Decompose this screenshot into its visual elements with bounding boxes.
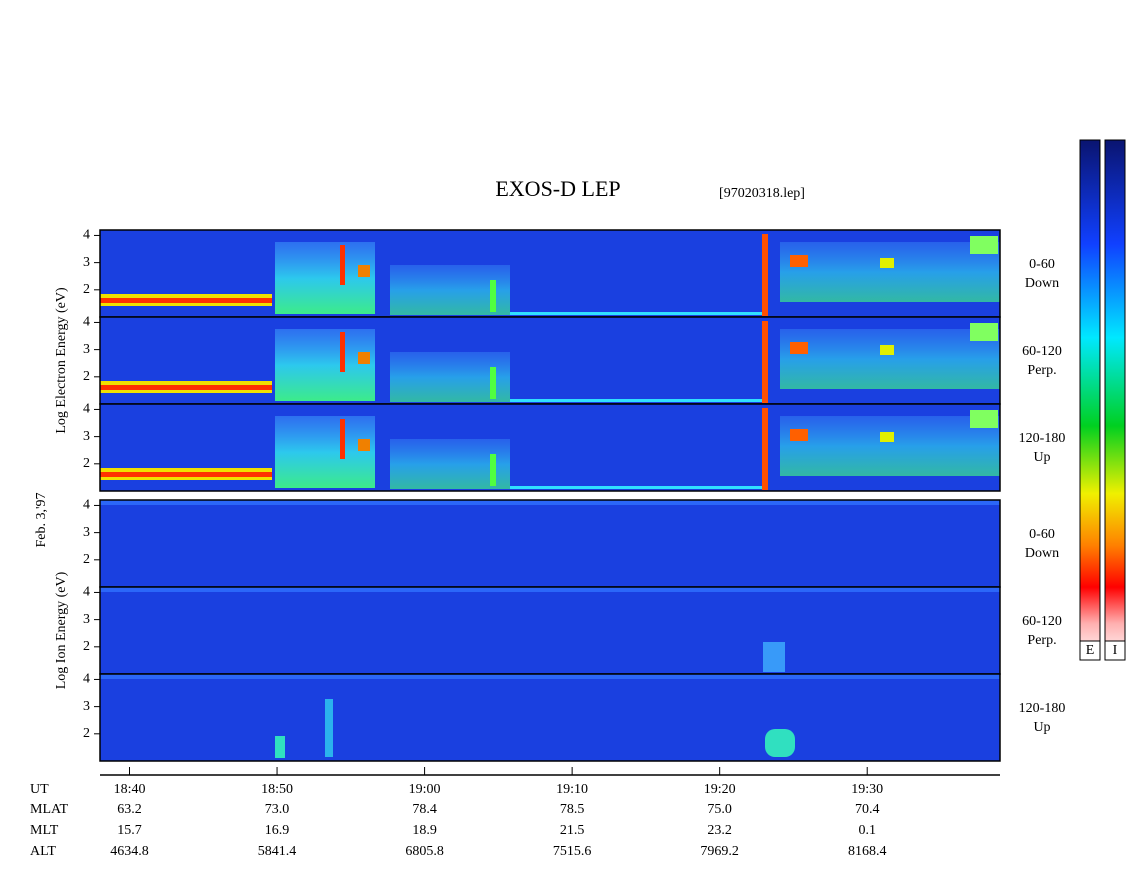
y-tick-label: 3: [83, 699, 90, 714]
x-tick-label: 19:20: [704, 782, 736, 797]
orbit-value: 7515.6: [553, 844, 592, 859]
y-tick-label: 3: [83, 429, 90, 444]
y-tick-label: 2: [83, 369, 90, 384]
x-axis-label: UT: [30, 782, 49, 797]
y-tick-label: 3: [83, 342, 90, 357]
orbit-value: 75.0: [707, 802, 732, 817]
file-name: [97020318.lep]: [719, 186, 805, 201]
orbit-value: 4634.8: [110, 844, 149, 859]
panel-bg: [100, 587, 1000, 674]
colorbar-label: I: [1113, 643, 1118, 658]
orbit-value: 8168.4: [848, 844, 887, 859]
spectrogram-top: [100, 500, 1000, 505]
orbit-label: MLAT: [30, 802, 69, 817]
orbit-value: 7969.2: [700, 844, 739, 859]
y-tick-label: 2: [83, 552, 90, 567]
y-tick-label: 3: [83, 255, 90, 270]
y-tick-label: 3: [83, 525, 90, 540]
panel-bg: [100, 500, 1000, 587]
spectrogram-top: [100, 587, 1000, 592]
panel-frame: [99, 403, 1001, 492]
y-tick-label: 4: [83, 402, 90, 417]
x-tick-label: 19:00: [409, 782, 441, 797]
date-label: Feb. 3,'97: [34, 492, 49, 547]
y-tick-label: 4: [83, 315, 90, 330]
panel-label: 120-180: [1019, 431, 1066, 446]
y-tick-label: 3: [83, 612, 90, 627]
panel-label: Perp.: [1027, 363, 1056, 378]
colorbar-box: [1104, 640, 1126, 661]
orbit-label: MLT: [30, 823, 59, 838]
y-tick-label: 4: [83, 228, 90, 243]
colorbar: [1079, 139, 1101, 661]
orbit-value: 70.4: [855, 802, 880, 817]
orbit-value: 6805.8: [405, 844, 444, 859]
orbit-value: 78.5: [560, 802, 585, 817]
orbit-value: 78.4: [412, 802, 437, 817]
y-tick-label: 2: [83, 726, 90, 741]
orbit-value: 0.1: [858, 823, 876, 838]
y-tick-label: 4: [83, 585, 90, 600]
spot: [765, 729, 795, 757]
orbit-value: 63.2: [117, 802, 142, 817]
x-tick-label: 19:30: [851, 782, 883, 797]
colorbar-label: E: [1086, 643, 1095, 658]
panel-label: 0-60: [1029, 257, 1055, 272]
panel-bg: [100, 674, 1000, 761]
orbit-value: 23.2: [707, 823, 732, 838]
orbit-value: 15.7: [117, 823, 142, 838]
panel-label: Up: [1033, 720, 1050, 735]
spot: [275, 736, 285, 758]
panel-label: 60-120: [1022, 614, 1062, 629]
colorbar-box: [1079, 640, 1101, 661]
y-axis-label: Log Ion Energy (eV): [54, 571, 69, 689]
panel-label: 0-60: [1029, 527, 1055, 542]
orbit-value: 16.9: [265, 823, 290, 838]
y-axis-label: Log Electron Energy (eV): [54, 287, 69, 434]
panel-label: Up: [1033, 450, 1050, 465]
orbit-value: 5841.4: [258, 844, 297, 859]
orbit-value: 73.0: [265, 802, 290, 817]
y-tick-label: 4: [83, 498, 90, 513]
colorbar: [1104, 139, 1126, 661]
spot: [325, 699, 333, 757]
orbit-label: ALT: [30, 844, 56, 859]
panel-frame: [99, 673, 1001, 762]
y-tick-label: 2: [83, 282, 90, 297]
panel-label: Perp.: [1027, 633, 1056, 648]
y-tick-label: 4: [83, 672, 90, 687]
y-tick-label: 2: [83, 639, 90, 654]
orbit-value: 21.5: [560, 823, 585, 838]
orbit-value: 18.9: [412, 823, 437, 838]
title: EXOS-D LEP: [495, 176, 620, 201]
panel-label: 120-180: [1019, 701, 1066, 716]
spot: [763, 642, 785, 672]
x-tick-label: 18:50: [261, 782, 293, 797]
x-tick-label: 18:40: [114, 782, 146, 797]
spectrogram-top: [100, 674, 1000, 679]
panel-label: 60-120: [1022, 344, 1062, 359]
x-tick-label: 19:10: [556, 782, 588, 797]
panel-label: Down: [1025, 276, 1059, 291]
panel-label: Down: [1025, 546, 1059, 561]
y-tick-label: 2: [83, 456, 90, 471]
